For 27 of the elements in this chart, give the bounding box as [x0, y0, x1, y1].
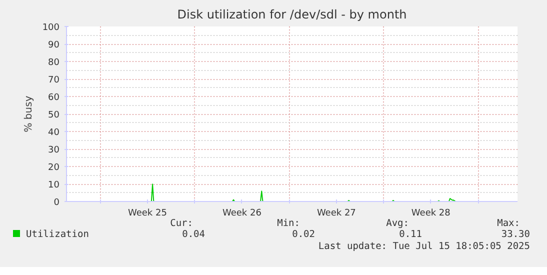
x-tick-label: Week 28: [411, 208, 451, 218]
text: 0.04: [182, 228, 205, 242]
y-tick-label: 40: [48, 128, 60, 138]
x-tick-label: Week 27: [316, 208, 356, 218]
y-tick-label: 10: [48, 180, 60, 190]
x-tick-label: Week 25: [128, 208, 167, 218]
chart-title: Disk utilization for /dev/sdl - by month: [177, 8, 407, 22]
y-tick-label: 60: [48, 93, 60, 103]
x-tick-label: Week 26: [222, 208, 262, 218]
y-tick-label: 90: [48, 40, 60, 50]
text: Max:: [497, 217, 520, 230]
text: 0.02: [292, 228, 315, 242]
y-tick-label: 0: [54, 198, 60, 208]
text: Min:: [277, 217, 300, 230]
y-axis-title: % busy: [23, 96, 34, 132]
y-tick-label: 50: [48, 110, 60, 120]
text: 33.30: [501, 228, 530, 242]
y-tick-label: 100: [42, 23, 60, 33]
y-tick-label: 80: [48, 58, 60, 68]
text: Last update: Tue Jul 15 18:05:05 2025: [318, 240, 530, 254]
y-tick-label: 30: [48, 146, 60, 156]
y-tick-label: 20: [48, 163, 60, 173]
text: Avg:: [386, 217, 409, 230]
y-tick-label: 70: [48, 76, 60, 86]
text: 0.11: [399, 228, 422, 242]
text: Cur:: [170, 217, 193, 230]
legend-label: Utilization: [26, 228, 89, 242]
